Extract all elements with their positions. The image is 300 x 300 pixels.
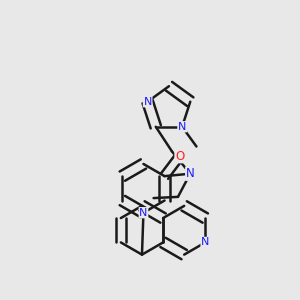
Text: N: N (201, 237, 209, 248)
Text: N: N (186, 167, 194, 180)
Text: O: O (175, 150, 184, 163)
Text: N: N (178, 122, 186, 132)
Text: N: N (139, 208, 148, 218)
Text: N: N (143, 97, 152, 107)
